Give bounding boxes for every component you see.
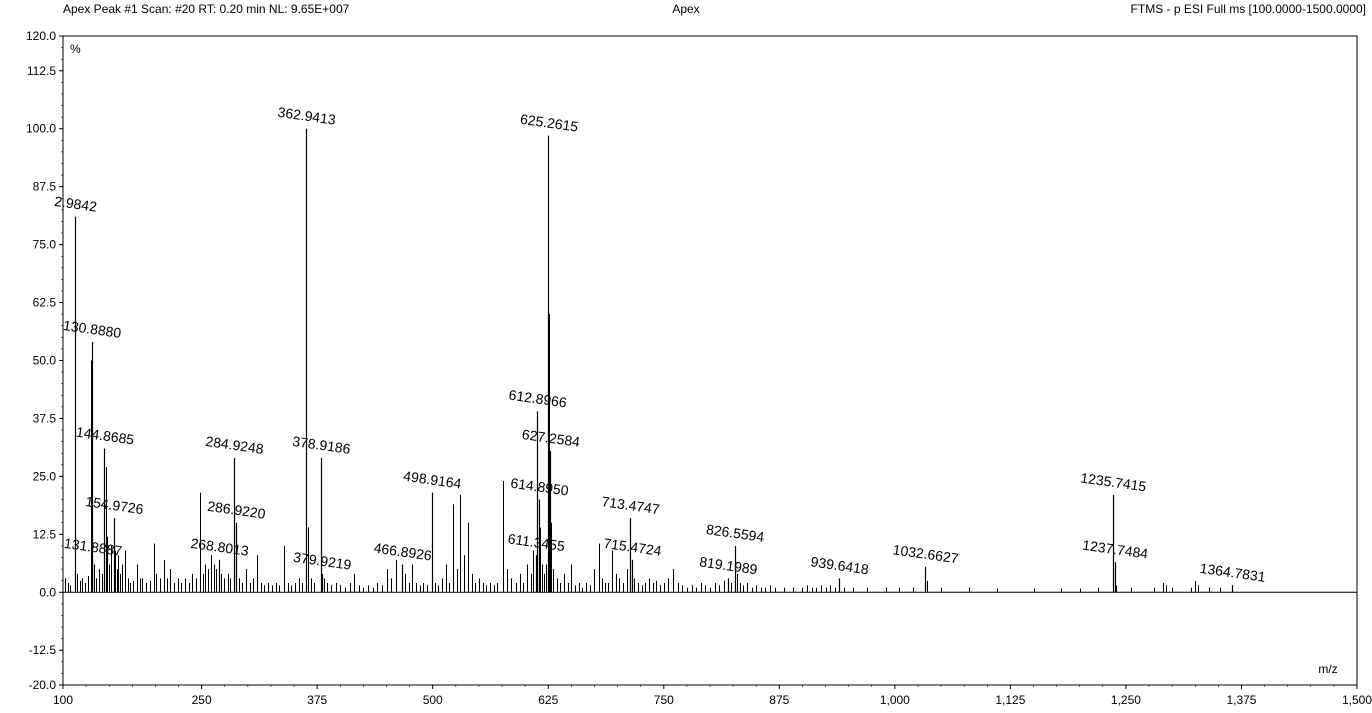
y-tick: 112.5: [27, 64, 63, 78]
x-tick-label: 100: [53, 693, 73, 707]
x-tick: 250: [192, 685, 212, 707]
x-tick-label: 375: [307, 693, 327, 707]
peak-label: 154.9726: [84, 493, 144, 517]
y-tick: -12.5: [29, 643, 63, 657]
y-tick-label: 62.5: [33, 296, 57, 310]
peak-label: 144.8685: [75, 424, 135, 448]
y-tick: 100.0: [26, 122, 63, 136]
chart-title: Apex: [672, 2, 700, 16]
y-tick-label: -12.5: [29, 643, 57, 657]
x-tick: 1,250: [1111, 685, 1141, 707]
peak-label: 614.8950: [510, 475, 570, 499]
x-tick: 1,125: [995, 685, 1026, 707]
x-tick: 625: [538, 685, 559, 707]
peak-label: 611.3455: [507, 530, 566, 554]
peak-label: 627.2584: [521, 426, 581, 450]
x-tick: 1,000: [880, 685, 910, 707]
x-tick: 750: [654, 685, 674, 707]
peak-label: 130.8880: [62, 317, 122, 341]
peak-label: 1364.7831: [1199, 560, 1267, 585]
peak-label: 826.5594: [705, 521, 765, 545]
y-tick-label: 100.0: [26, 122, 56, 136]
peak-label: 939.6418: [810, 553, 870, 577]
peak-label: 2.9842: [53, 193, 98, 215]
peak-label: 612.8966: [508, 387, 568, 411]
peak-label: 713.4747: [601, 493, 661, 517]
x-tick-label: 625: [538, 693, 558, 707]
peak-label: 284.9248: [205, 433, 265, 457]
y-tick-label: 120.0: [26, 29, 56, 43]
peak-label: 268.8013: [190, 535, 250, 559]
y-tick: 62.5: [33, 296, 63, 310]
peak-label: 378.9186: [291, 433, 351, 457]
y-tick-label: -20.0: [29, 678, 57, 692]
peak-label: 1237.7484: [1081, 537, 1149, 562]
y-tick-label: 75.0: [33, 238, 57, 252]
x-tick-label: 750: [654, 693, 674, 707]
x-tick: 875: [769, 685, 790, 707]
x-tick-label: 1,375: [1226, 693, 1256, 707]
instrument-filter-header: FTMS - p ESI Full ms [100.0000-1500.0000…: [1130, 2, 1366, 16]
y-tick: 75.0: [33, 238, 63, 252]
x-tick: 1,375: [1226, 685, 1257, 707]
x-axis-label: m/z: [1318, 662, 1337, 676]
y-tick-label: 0.0: [39, 585, 56, 599]
y-tick: 37.5: [33, 411, 63, 425]
y-tick-label: 37.5: [33, 411, 57, 425]
x-tick-label: 250: [192, 693, 212, 707]
y-tick: 0.0: [39, 585, 63, 599]
peak-label: 498.9164: [402, 468, 462, 492]
x-tick-label: 1,000: [880, 693, 910, 707]
x-tick-label: 1,500: [1342, 693, 1372, 707]
y-axis-label: %: [70, 42, 81, 56]
y-tick-label: 25.0: [33, 469, 57, 483]
x-tick-label: 875: [769, 693, 789, 707]
x-tick: 1,500: [1342, 685, 1372, 707]
x-tick: 375: [307, 685, 328, 707]
scan-info-header: Apex Peak #1 Scan: #20 RT: 0.20 min NL: …: [63, 2, 350, 16]
y-tick: 25.0: [33, 469, 63, 483]
x-tick: 100: [53, 685, 73, 707]
y-tick-label: 87.5: [33, 180, 57, 194]
peak-labels: 2.9842130.8880131.8887144.8685154.972626…: [53, 104, 1266, 585]
chart-axes: -20.0 -12.5 0.0 12.5 25.0 37.5 50.0 62.5 75.0 87.…: [26, 29, 1372, 707]
y-tick-label: 12.5: [33, 527, 57, 541]
peak-label: 379.9219: [292, 549, 352, 573]
y-tick-label: 112.5: [27, 64, 56, 78]
peak-label: 286.9220: [206, 498, 266, 522]
peak-label: 1235.7415: [1080, 469, 1148, 494]
peak-label: 362.9413: [277, 104, 337, 128]
peak-label: 625.2615: [519, 111, 579, 135]
y-tick: 87.5: [33, 180, 63, 194]
y-tick-label: 50.0: [33, 354, 57, 368]
x-tick-label: 1,250: [1111, 693, 1141, 707]
peak-label: 819.1989: [698, 553, 758, 577]
peak-label: 715.4724: [603, 535, 663, 559]
peak-label: 466.8926: [373, 540, 433, 564]
peak-label: 1032.6627: [892, 541, 960, 566]
y-tick: 120.0: [26, 29, 63, 43]
x-tick: 500: [423, 685, 443, 707]
y-tick: 12.5: [33, 527, 63, 541]
x-tick-label: 500: [423, 693, 443, 707]
x-tick-label: 1,125: [995, 693, 1025, 707]
peak-bars: [65, 128, 1234, 593]
y-tick: -20.0: [29, 678, 63, 692]
y-tick: 50.0: [33, 354, 63, 368]
